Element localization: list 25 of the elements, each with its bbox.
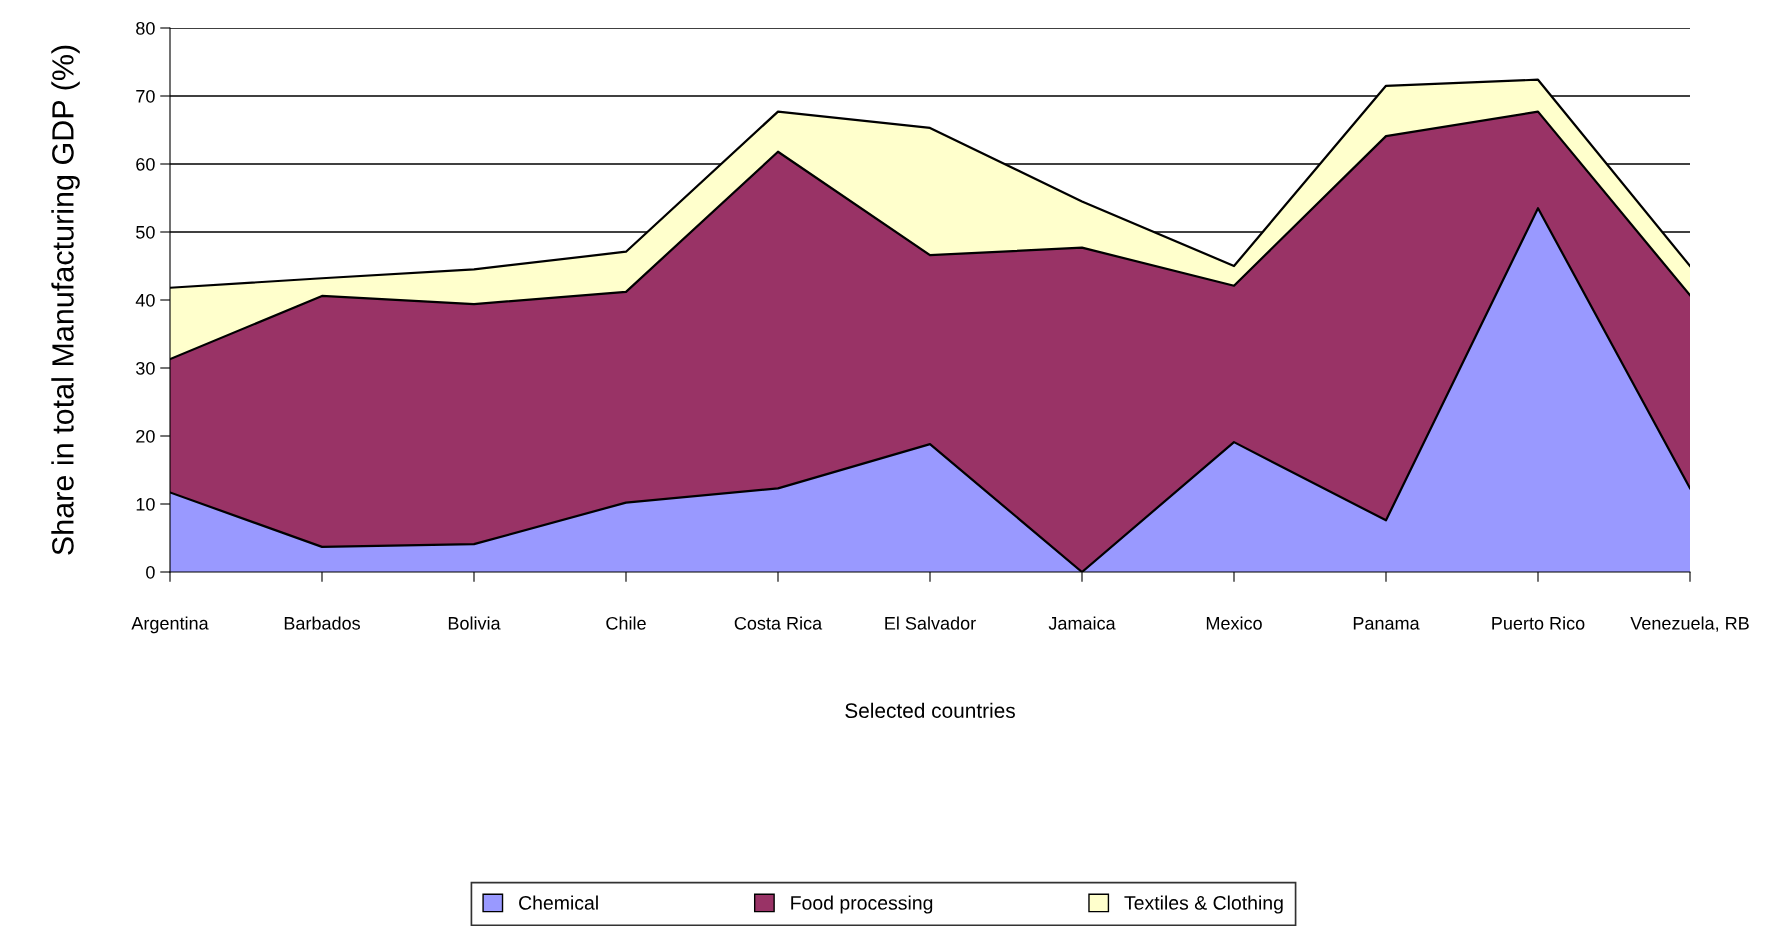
y-tick-label: 10 [136,497,155,511]
y-tick-label: 0 [146,565,155,579]
x-tick-label: Puerto Rico [1492,616,1585,630]
y-tick-label: 80 [136,21,155,35]
y-tick-label: 20 [136,429,155,443]
y-tick-label: 60 [136,157,155,171]
x-tick-label: Chile [606,616,646,630]
x-tick-label: Costa Rica [734,616,823,630]
x-tick-label: Venezuela, RB [1630,616,1749,632]
legend-label: Chemical [519,895,598,910]
y-tick-label: 40 [135,293,155,307]
x-tick-label: Jamaica [1048,616,1116,630]
x-tick-label: Barbados [284,616,360,630]
y-tick-label: 50 [136,225,155,239]
x-tick-label: Argentina [131,616,209,634]
y-tick-label: 30 [136,361,155,375]
legend-label: Food processing [791,895,933,914]
x-axis-title: Selected countries [845,702,1015,719]
x-tick-label: El Salvador [885,616,976,630]
y-axis-title: Share in total Manufacturing GDP (%) [51,45,80,555]
legend-label: Textiles & Clothing [1124,895,1283,914]
x-tick-label: Mexico [1206,616,1262,630]
y-tick-label: 70 [136,89,155,103]
x-tick-label: Panama [1353,617,1420,630]
x-tick-label: Bolivia [448,616,501,630]
